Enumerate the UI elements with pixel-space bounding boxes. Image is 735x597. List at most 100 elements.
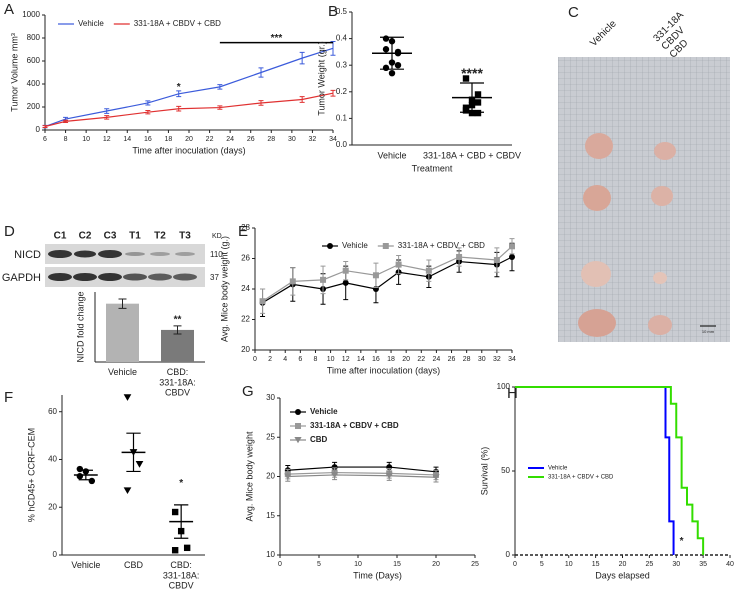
x-tick-label: Vehicle xyxy=(377,150,406,160)
error-bar xyxy=(126,432,141,473)
y-tick-label: 22 xyxy=(241,315,250,324)
marker xyxy=(320,276,327,283)
legend-label: Vehicle xyxy=(548,466,568,472)
x-tick-label: 4 xyxy=(283,356,287,363)
marker xyxy=(88,477,96,485)
x-tick-label: 22 xyxy=(206,136,214,143)
lane-label: T1 xyxy=(129,231,141,242)
x-tick-label: 20 xyxy=(402,356,410,363)
annotation: * xyxy=(680,536,684,547)
annotation: * xyxy=(179,478,183,489)
photo-label: Vehicle xyxy=(588,18,619,49)
error-bar xyxy=(145,100,151,106)
marker xyxy=(509,253,515,260)
marker xyxy=(456,253,463,260)
legend-label: Vehicle xyxy=(78,19,104,28)
y-tick-label: 0.4 xyxy=(336,34,348,43)
x-tick-label: 10 xyxy=(354,561,362,568)
x-tick-label: 8 xyxy=(64,136,68,143)
error-bar xyxy=(330,89,336,97)
x-tick-label: 26 xyxy=(247,136,255,143)
marker xyxy=(135,461,144,468)
x-tick-label: 22 xyxy=(417,356,425,363)
marker xyxy=(425,267,432,274)
error-bar xyxy=(258,100,264,106)
x-tick-label: 32 xyxy=(493,356,501,363)
series-line xyxy=(287,471,437,476)
y-tick-label: 200 xyxy=(27,102,41,111)
kd-label: 37 xyxy=(210,273,219,282)
error-bar xyxy=(78,469,93,481)
marker xyxy=(123,487,132,495)
error-bar xyxy=(104,115,110,120)
legend-label: 331-18A + CBDV + CBD xyxy=(398,241,485,250)
x-tick-label: 0 xyxy=(278,561,282,568)
marker xyxy=(295,423,301,429)
y-axis-label: Tumor Volume mm³ xyxy=(9,33,19,112)
tumors xyxy=(578,133,676,337)
panel-label: H xyxy=(507,385,518,402)
x-tick-label: 16 xyxy=(372,356,380,363)
y-tick-label: 10 xyxy=(266,550,275,559)
y-tick-label: 26 xyxy=(241,254,250,263)
marker xyxy=(342,279,349,286)
annotation: **** xyxy=(461,65,483,81)
x-tick-label: 35 xyxy=(699,561,707,568)
error-bar xyxy=(173,325,182,335)
error-bar xyxy=(176,105,182,112)
series-line xyxy=(44,92,334,128)
bands xyxy=(48,250,197,281)
y-tick-label: 20 xyxy=(266,472,275,481)
marker xyxy=(388,69,396,77)
x-tick-label: 18 xyxy=(387,356,395,363)
marker xyxy=(493,257,500,264)
y-axis-label: Survival (%) xyxy=(479,447,489,496)
panel-label: B xyxy=(328,3,338,20)
panel-label: A xyxy=(4,1,14,18)
x-tick-label: 0 xyxy=(513,561,517,568)
lane-label: T2 xyxy=(154,231,166,242)
x-tick-label: 10 xyxy=(565,561,573,568)
y-tick-label: 1000 xyxy=(22,10,40,19)
x-tick-label: 0 xyxy=(253,356,257,363)
y-tick-label: 800 xyxy=(27,33,41,42)
x-tick-label: Vehicle xyxy=(108,367,137,377)
series-line xyxy=(262,256,513,304)
error-bar xyxy=(330,40,336,56)
legend-label: 331-18A + CBDV + CBD xyxy=(310,421,399,430)
y-tick-label: 0.3 xyxy=(336,60,348,69)
x-axis-label: Time after inoculation (days) xyxy=(327,365,440,375)
y-tick-label: 15 xyxy=(266,511,275,520)
x-tick-label: 30 xyxy=(672,561,680,568)
error-bar xyxy=(258,67,264,78)
annotation: *** xyxy=(271,33,283,44)
x-tick-label: 14 xyxy=(357,356,365,363)
legend-label: CBD xyxy=(310,435,328,444)
y-tick-label: 25 xyxy=(266,432,275,441)
marker xyxy=(395,261,402,268)
y-tick-label: 0 xyxy=(53,550,58,559)
marker xyxy=(331,464,338,471)
panel-label: D xyxy=(4,223,15,240)
x-tick-label: 12 xyxy=(342,356,350,363)
marker xyxy=(183,544,191,552)
photo-label: 331-18ACBDVCBD xyxy=(651,9,702,60)
error-bar xyxy=(217,84,223,90)
x-tick-label: 14 xyxy=(123,136,131,143)
series-line xyxy=(262,245,513,302)
x-tick-label: 10 xyxy=(82,136,90,143)
marker xyxy=(382,64,390,72)
panel-label: F xyxy=(4,389,13,406)
x-tick-label: 20 xyxy=(432,561,440,568)
x-tick-label: 2 xyxy=(268,356,272,363)
y-tick-label: 0.0 xyxy=(336,140,348,149)
row-label: NICD xyxy=(14,249,41,261)
blot-row xyxy=(45,244,205,264)
y-tick-label: 60 xyxy=(48,407,57,416)
y-axis-label: NICD fold change xyxy=(75,291,85,362)
x-tick-label: 8 xyxy=(314,356,318,363)
annotation: ** xyxy=(174,315,182,326)
marker xyxy=(474,91,482,98)
x-tick-label: Vehicle xyxy=(71,560,100,570)
x-tick-label: 30 xyxy=(478,356,486,363)
